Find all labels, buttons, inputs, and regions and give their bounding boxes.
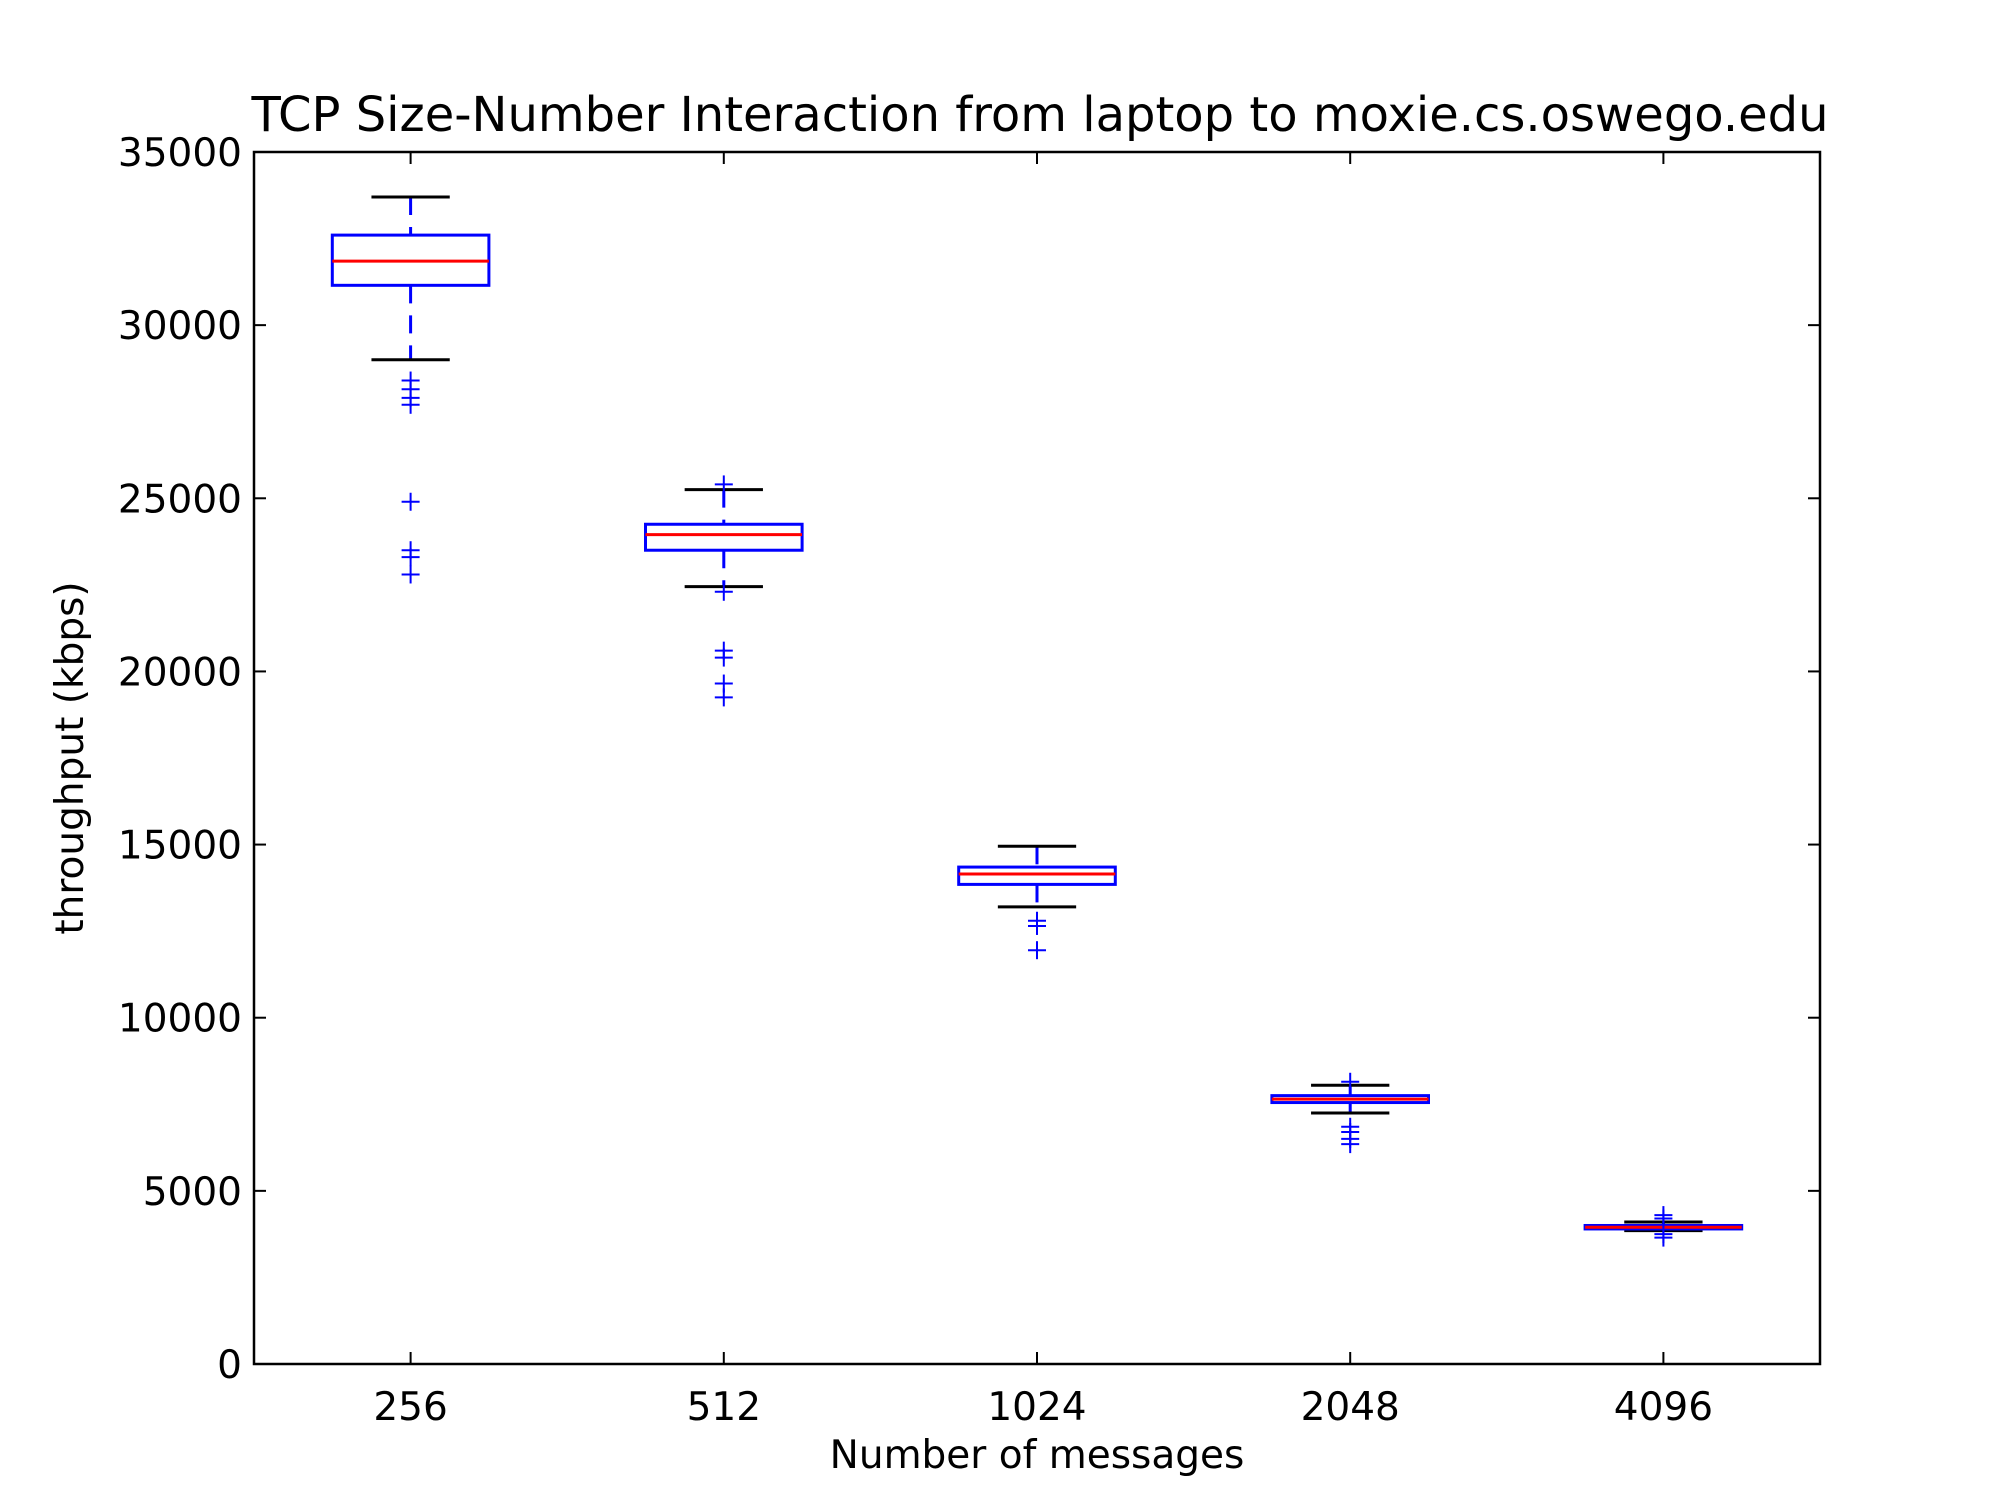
y-tick-label: 0	[217, 1343, 242, 1388]
outlier-point	[401, 492, 420, 511]
outlier-point	[1654, 1209, 1673, 1228]
outlier-point	[1028, 916, 1046, 935]
box-1024	[957, 844, 1117, 960]
y-tick-label: 20000	[118, 650, 242, 695]
x-tick-label: 2048	[1301, 1385, 1400, 1430]
y-tick-label: 35000	[118, 131, 242, 176]
outlier-point	[1028, 941, 1046, 960]
outlier-point	[714, 475, 733, 494]
outlier-point	[714, 648, 733, 667]
outlier-point	[1341, 1072, 1360, 1091]
outlier-point	[401, 548, 420, 567]
box-256	[330, 195, 491, 584]
y-tick-label: 25000	[118, 477, 242, 522]
iqr-box	[644, 522, 804, 552]
y-axis-label: throughput (kbps)	[48, 581, 93, 934]
box-512	[644, 475, 804, 707]
outlier-point	[1654, 1228, 1673, 1247]
y-tick-label: 5000	[143, 1170, 242, 1215]
outlier-point	[401, 565, 420, 584]
y-tick-label: 30000	[118, 304, 242, 349]
x-axis-label: Number of messages	[830, 1433, 1245, 1478]
plot-area	[330, 195, 1744, 1247]
outlier-point	[401, 395, 420, 414]
x-tick-label: 4096	[1614, 1385, 1713, 1430]
x-tick-label: 256	[373, 1385, 447, 1430]
iqr-box	[957, 865, 1117, 886]
outlier-point	[714, 688, 733, 707]
chart-title: TCP Size-Number Interaction from laptop …	[250, 87, 1828, 143]
box-4096	[1583, 1206, 1744, 1247]
outlier-point	[714, 582, 733, 601]
x-tick-label: 1024	[987, 1385, 1086, 1430]
y-tick-label: 10000	[118, 997, 242, 1042]
y-tick-label: 15000	[118, 824, 242, 869]
outlier-point	[1341, 1135, 1360, 1154]
x-axis: 256 512 1024 2048 4096	[373, 152, 1713, 1430]
x-tick-label: 512	[687, 1385, 761, 1430]
box-2048	[1270, 1072, 1431, 1154]
y-axis: 0 5000 10000 15000 20000 25000 30000 35000	[118, 131, 1820, 1388]
